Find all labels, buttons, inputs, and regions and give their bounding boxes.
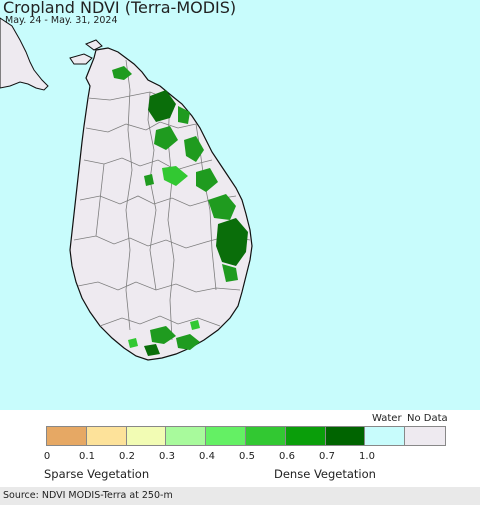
legend-tick: 0.6 [279, 451, 295, 462]
legend-tick: 0.4 [199, 451, 215, 462]
legend-swatch [285, 427, 326, 445]
sparse-vegetation-label: Sparse Vegetation [44, 467, 150, 481]
legend-tick: 0.1 [79, 451, 95, 462]
legend-swatch-water [365, 427, 406, 445]
map-title: Cropland NDVI (Terra-MODIS) [3, 0, 237, 17]
legend-no-data-label: No Data [407, 413, 448, 424]
sri-lanka-outline [69, 47, 253, 361]
cropland-vegetation [112, 66, 248, 356]
ndvi-legend-bar [46, 426, 446, 446]
legend-swatch-no-data [405, 427, 445, 445]
legend-swatch [206, 427, 246, 445]
dense-vegetation-label: Dense Vegetation [274, 467, 376, 481]
legend-swatch [126, 427, 167, 445]
map-subtitle: May. 24 - May. 31, 2024 [5, 15, 118, 26]
india-coastline [0, 17, 49, 91]
island [69, 53, 93, 65]
legend-tick: 0.2 [119, 451, 135, 462]
legend-water-label: Water [372, 413, 402, 424]
island [84, 39, 103, 51]
legend-tick: 0.7 [319, 451, 335, 462]
legend-swatch [86, 427, 127, 445]
legend-tick: 0.5 [239, 451, 255, 462]
source-text: Source: NDVI MODIS-Terra at 250-m [3, 490, 173, 501]
legend-swatch [325, 427, 366, 445]
sri-lanka-map [0, 17, 253, 361]
legend-tick: 0 [43, 451, 51, 462]
footer: Source: NDVI MODIS-Terra at 250-m [0, 487, 480, 505]
legend-tick: 0.3 [159, 451, 175, 462]
legend-swatch [245, 427, 286, 445]
legend-tick: 1.0 [359, 451, 375, 462]
legend-swatch [166, 427, 207, 445]
map-area: Cropland NDVI (Terra-MODIS) May. 24 - Ma… [0, 0, 480, 410]
legend-swatch [47, 427, 87, 445]
